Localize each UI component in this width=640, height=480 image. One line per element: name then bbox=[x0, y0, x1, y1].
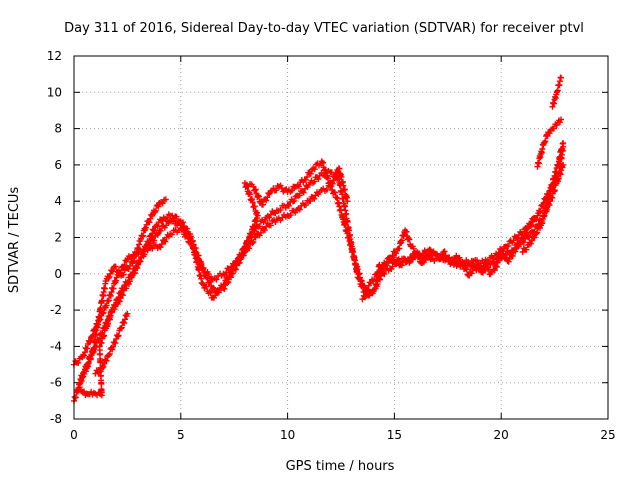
y-tick-label: -8 bbox=[50, 412, 62, 426]
x-tick-label: 10 bbox=[280, 428, 295, 442]
y-tick-label: -2 bbox=[50, 303, 62, 317]
axis-ticks: 0 5 10 15 20 25 -8 -6 -4 -2 0 2 4 6 8 10 12 bbox=[47, 49, 616, 442]
series-E bbox=[92, 310, 131, 377]
x-axis-title: GPS time / hours bbox=[286, 459, 395, 474]
series-markers bbox=[71, 161, 567, 368]
series-markers bbox=[549, 74, 564, 110]
y-tick-label: -4 bbox=[50, 339, 62, 353]
y-tick-label: 0 bbox=[54, 267, 62, 281]
series-C bbox=[75, 158, 351, 399]
series-G bbox=[534, 116, 564, 170]
series-markers bbox=[92, 310, 131, 377]
series-markers bbox=[359, 215, 537, 303]
y-tick-label: 6 bbox=[54, 158, 62, 172]
y-tick-label: 10 bbox=[47, 85, 62, 99]
series-markers bbox=[534, 116, 564, 170]
x-tick-label: 20 bbox=[494, 428, 509, 442]
series-markers bbox=[519, 140, 567, 255]
series-I bbox=[359, 215, 537, 303]
data-series bbox=[71, 74, 567, 404]
chart-title: Day 311 of 2016, Sidereal Day-to-day VTE… bbox=[64, 21, 584, 36]
y-tick-label: 12 bbox=[47, 49, 62, 63]
series-H bbox=[549, 74, 564, 110]
y-tick-label: 2 bbox=[54, 231, 62, 245]
y-axis-title: SDTVAR / TECUs bbox=[7, 187, 22, 294]
x-tick-label: 0 bbox=[70, 428, 78, 442]
x-tick-label: 5 bbox=[177, 428, 185, 442]
x-tick-label: 25 bbox=[600, 428, 615, 442]
series-F bbox=[519, 140, 567, 255]
y-tick-label: 8 bbox=[54, 122, 62, 136]
y-tick-label: 4 bbox=[54, 194, 62, 208]
series-markers bbox=[77, 196, 169, 383]
x-tick-label: 15 bbox=[387, 428, 402, 442]
y-tick-label: -6 bbox=[50, 376, 62, 390]
series-D bbox=[77, 196, 169, 383]
plot-frame bbox=[73, 55, 609, 420]
series-markers bbox=[75, 158, 351, 399]
series-A bbox=[71, 161, 567, 368]
